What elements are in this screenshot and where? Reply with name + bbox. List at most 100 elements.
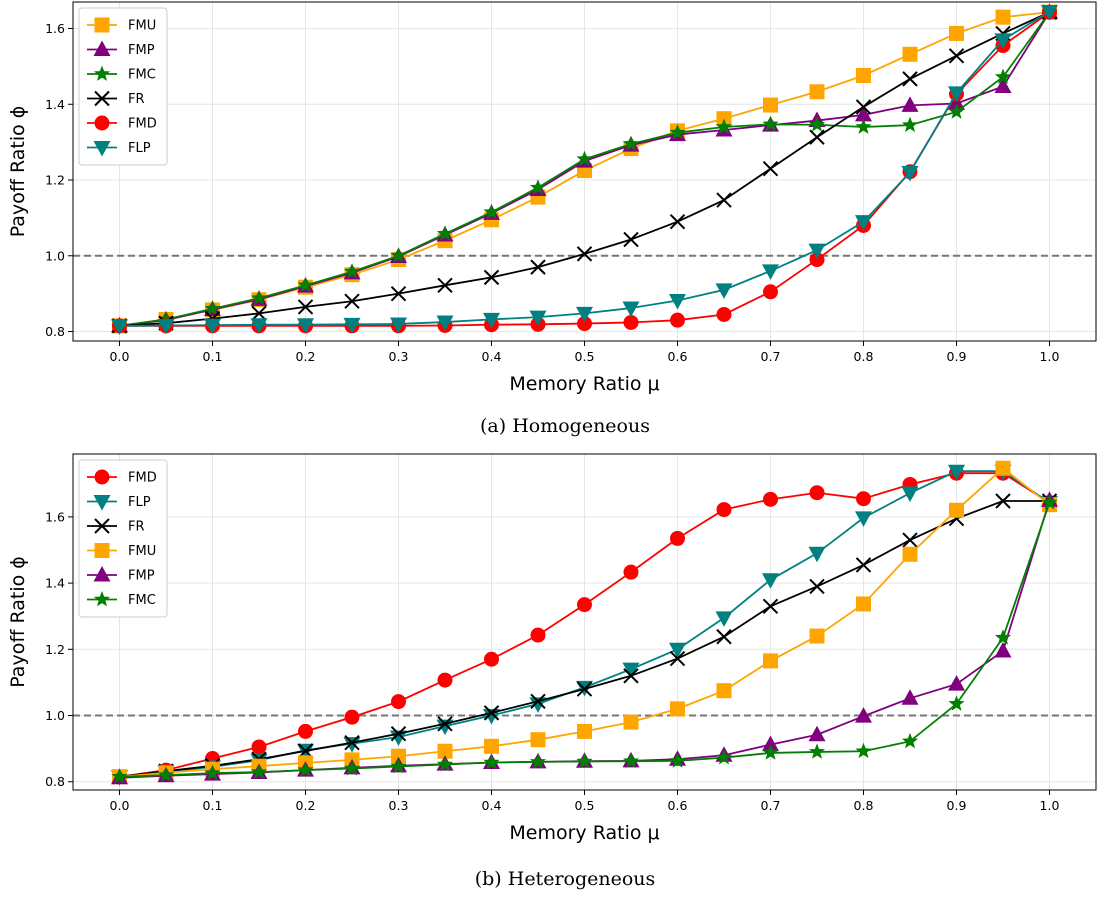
legend-item-fmc: FMC: [87, 591, 156, 608]
x-tick-label: 0.9: [947, 349, 967, 364]
point-fmu: [856, 596, 871, 612]
point-fr: [344, 734, 360, 751]
point-fmp: [994, 641, 1012, 658]
plot-heterogeneous: 0.0 0.1 0.2 0.3 0.4 0.5 0.6 0.7 0.8 0.9 1.0 0.8 1.0 1…: [7, 453, 1097, 844]
point-fmu: [902, 46, 918, 62]
legend-marker-fmc: [93, 591, 111, 607]
point-fr: [948, 48, 965, 64]
x-tick-label: 1.0: [1040, 349, 1060, 364]
x-tick-label: 0.8: [854, 798, 874, 813]
legend-marker-fmu: [94, 17, 110, 33]
x-tick-label: 0.2: [296, 798, 316, 813]
point-fmd: [391, 694, 406, 710]
caption-heterogeneous: (b) Heterogeneous: [475, 868, 656, 890]
point-fmc: [250, 289, 268, 306]
point-fmp: [855, 707, 872, 723]
point-fmc: [622, 135, 640, 151]
point-flp: [1041, 4, 1058, 21]
legend-label: FR: [128, 520, 145, 535]
point-flp: [390, 317, 407, 333]
x-tick-label: 0.8: [854, 349, 874, 364]
y-tick-label: 1.4: [45, 576, 65, 591]
point-fmc: [390, 247, 407, 263]
x-tick-label: 0.1: [203, 798, 223, 813]
legend: FMD FLP FR FMU FMP FMC: [78, 459, 168, 618]
point-fmd: [298, 723, 313, 739]
legend-marker-fmu: [94, 543, 110, 558]
point-fmu: [856, 67, 871, 83]
point-fmd: [670, 530, 685, 546]
point-fr: [437, 716, 453, 732]
x-tick-label: 0.0: [110, 798, 130, 813]
point-fmc: [669, 752, 686, 768]
point-fr: [995, 493, 1011, 509]
legend-item-fmu: FMU: [87, 543, 156, 559]
point-flp: [529, 310, 547, 327]
x-tick-label: 0.3: [389, 798, 409, 813]
point-flp: [762, 264, 779, 280]
point-fmp: [901, 689, 919, 705]
legend-marker-fmp: [93, 566, 111, 582]
point-fmc: [762, 744, 779, 760]
point-fr: [762, 160, 779, 177]
y-tick-label: 0.8: [45, 324, 65, 339]
point-fmd: [809, 252, 825, 268]
point-fmd: [856, 491, 871, 507]
point-fmp: [855, 105, 872, 122]
point-fmc: [483, 203, 500, 220]
y-tick-label: 0.8: [45, 774, 65, 789]
legend-label: FMD: [128, 471, 157, 486]
point-fr: [623, 231, 639, 248]
point-fmp: [808, 725, 826, 742]
y-tick-label: 1.2: [45, 173, 65, 188]
legend-marker-fmp: [93, 40, 111, 56]
point-fmp: [762, 735, 779, 752]
point-fmu: [670, 701, 685, 717]
point-fmp: [901, 96, 919, 112]
point-fmu: [809, 628, 825, 644]
point-fmc: [669, 124, 686, 140]
point-fmd: [344, 709, 360, 725]
point-fr: [390, 726, 407, 742]
legend-label: FMD: [128, 117, 157, 132]
point-fmc: [715, 118, 733, 134]
point-flp: [436, 315, 454, 332]
point-fmp: [994, 77, 1012, 93]
point-fmd: [577, 316, 592, 332]
x-tick-label: 0.0: [110, 349, 130, 364]
point-fmu: [949, 25, 964, 41]
point-fmc: [529, 179, 547, 195]
point-fmu: [530, 732, 546, 748]
legend-item-fmp: FMP: [87, 566, 155, 584]
point-fr: [716, 192, 732, 208]
point-fmc: [762, 115, 779, 132]
point-fmc: [808, 116, 826, 132]
point-fmc: [390, 758, 407, 774]
y-tick-label: 1.0: [45, 248, 65, 263]
point-fmd: [530, 627, 546, 643]
point-fr: [669, 213, 686, 230]
x-tick-label: 0.6: [668, 798, 688, 813]
point-flp: [297, 318, 314, 334]
point-fmu: [623, 714, 639, 730]
point-fmd: [716, 306, 732, 322]
legend-marker-fr: [94, 518, 110, 534]
point-fr: [530, 259, 546, 275]
legend-marker-fr: [94, 90, 110, 107]
legend-label: FR: [128, 92, 145, 107]
point-fr: [902, 532, 918, 548]
point-fmc: [715, 749, 733, 765]
legend-item-fmd: FMD: [87, 469, 157, 486]
point-fmc: [529, 753, 547, 769]
point-flp: [622, 301, 640, 318]
point-fmc: [901, 732, 919, 749]
point-fmc: [204, 764, 221, 780]
y-tick-label: 1.4: [45, 97, 65, 112]
legend-marker-fmc: [93, 65, 111, 81]
y-tick-label: 1.6: [45, 21, 65, 36]
point-flp: [669, 293, 686, 310]
x-tick-label: 0.6: [668, 349, 688, 364]
point-fmu: [391, 748, 406, 764]
point-flp: [808, 243, 826, 260]
point-fr: [297, 299, 314, 315]
